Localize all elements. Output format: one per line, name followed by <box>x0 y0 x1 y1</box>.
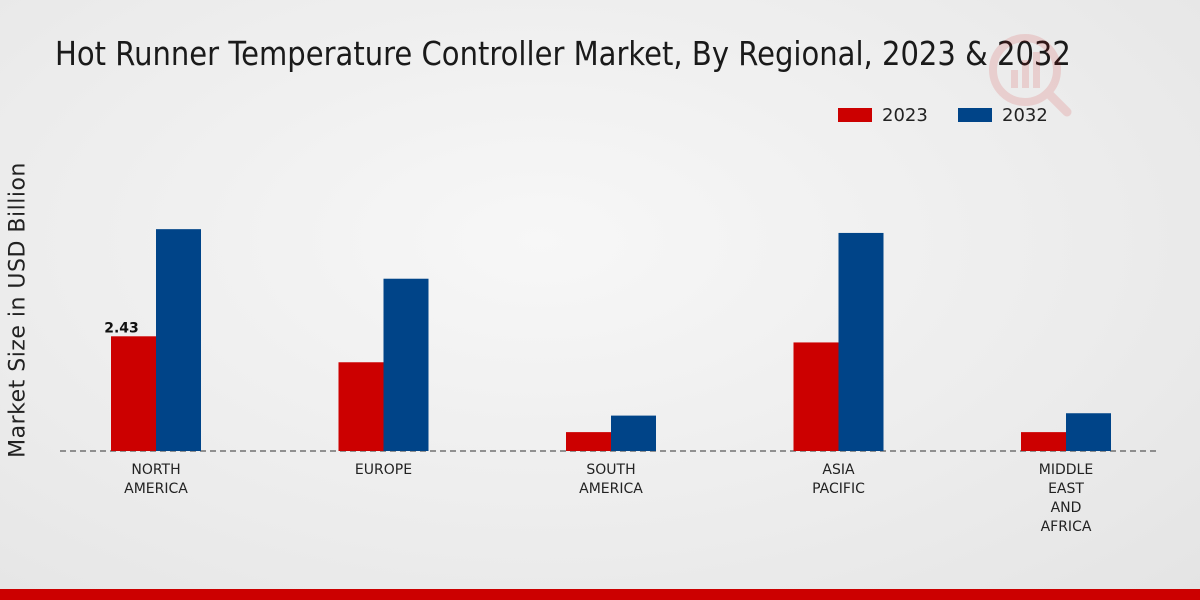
x-tick-labels: NORTH AMERICA EUROPE SOUTH AMERICA ASIA PACIFI… <box>124 462 1093 535</box>
bar-2032-4 <box>1066 413 1111 451</box>
bar-2023-0 <box>111 336 156 451</box>
bottom-accent-bar <box>0 589 1200 600</box>
bar-2023-2 <box>566 432 611 451</box>
x-tick-label-2: SOUTH AMERICA <box>579 462 643 497</box>
bar-2023-3 <box>793 342 839 451</box>
data-label-0-0: 2.43 <box>104 320 139 336</box>
legend-item-2023: 2023 <box>838 104 928 126</box>
watermark-logo-icon <box>989 34 1072 117</box>
x-tick-label-0: NORTH AMERICA <box>124 462 188 497</box>
chart-title: Hot Runner Temperature Controller Market… <box>55 34 1071 73</box>
bar-2032-0 <box>156 229 201 451</box>
legend-swatch-2023 <box>838 108 872 122</box>
legend-swatch-2032 <box>958 108 992 122</box>
legend-label-2032: 2032 <box>1002 104 1048 126</box>
x-tick-label-1: EUROPE <box>355 462 412 478</box>
legend-item-2032: 2032 <box>958 104 1048 126</box>
bar-2032-1 <box>383 278 429 451</box>
legend-label-2023: 2023 <box>882 104 928 126</box>
bar-2023-1 <box>338 362 384 451</box>
bar-2032-2 <box>611 415 656 451</box>
x-tick-label-4: MIDDLE EAST AND AFRICA <box>1039 462 1093 535</box>
x-tick-label-3: ASIA PACIFIC <box>812 462 865 497</box>
bar-2023-4 <box>1021 432 1066 451</box>
data-labels: 2.43 <box>104 320 139 336</box>
bar-2032-3 <box>838 232 884 451</box>
bars-group <box>111 229 1111 451</box>
